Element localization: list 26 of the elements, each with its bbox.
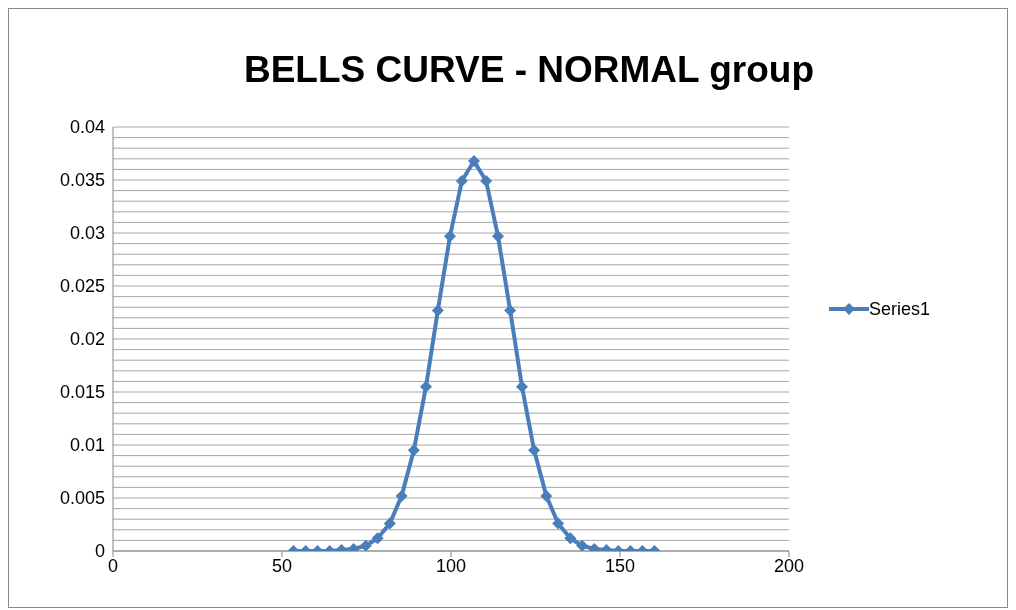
x-tick-label: 50 [271, 555, 293, 576]
point [528, 444, 541, 457]
y-tick-label: 0.04 [69, 117, 105, 138]
x-tick-label: 150 [604, 555, 636, 576]
point [467, 154, 480, 167]
x-tick-label: 200 [773, 555, 805, 576]
point [576, 539, 589, 551]
point [431, 304, 444, 317]
x-tick-label: 100 [435, 555, 467, 576]
y-tick-label: 0.035 [59, 170, 105, 191]
y-tick-label: 0.01 [69, 435, 105, 456]
y-tick-label: 0.015 [59, 382, 105, 403]
y-tick-label: 0 [94, 541, 105, 562]
point [407, 444, 420, 457]
y-tick-label: 0.005 [59, 488, 105, 509]
chart-title: BELLS CURVE - NORMAL group [242, 49, 816, 91]
point [540, 489, 553, 502]
point [395, 489, 408, 502]
y-tick-label: 0.02 [69, 329, 105, 350]
point [455, 175, 468, 188]
legend-label: Series1 [869, 298, 931, 320]
y-tick-label: 0.025 [59, 276, 105, 297]
point [359, 539, 372, 551]
point [480, 175, 493, 188]
y-tick-label: 0.03 [69, 223, 105, 244]
x-tick-label: 0 [107, 555, 119, 576]
